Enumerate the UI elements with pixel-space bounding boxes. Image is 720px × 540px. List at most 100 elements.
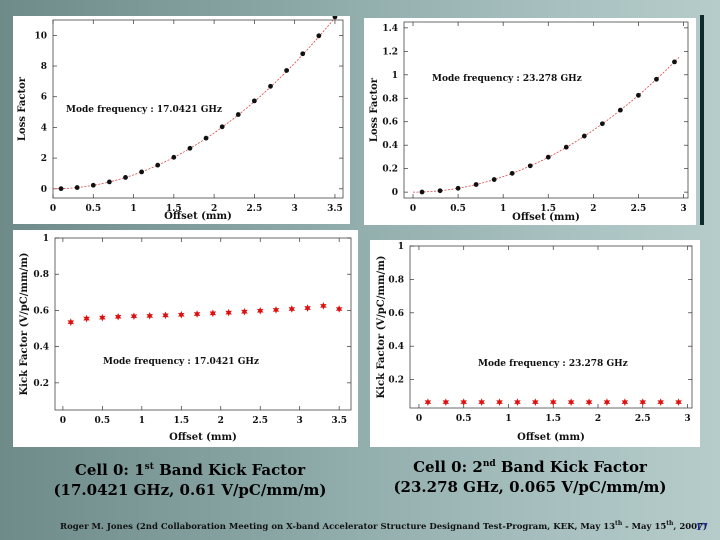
data-point — [209, 309, 217, 318]
data-point — [139, 169, 145, 175]
plot-frame — [54, 237, 352, 411]
caption-right-values: (23.278 GHz, 0.065 V/pC/mm/m) — [393, 478, 667, 496]
y-tick-label: 0.8 — [382, 94, 398, 104]
data-point — [332, 16, 338, 20]
data-point — [473, 182, 479, 187]
y-tick-label: 0.8 — [388, 275, 404, 285]
data-point — [99, 313, 106, 322]
x-tick-label: 3 — [684, 414, 690, 424]
data-point — [527, 163, 533, 169]
x-tick-label: 0 — [416, 414, 422, 424]
data-point — [171, 154, 177, 160]
kick-factor-plot-17ghz: 0 0.5 1 1.5 2 2.5 3 3.5 0.2 0.4 0.6 0.8 1 Offset (mm)… — [19, 234, 352, 443]
data-point — [90, 182, 96, 188]
y-tick-label: 0 — [392, 188, 398, 198]
data-point — [268, 83, 273, 89]
y-tick-label: 0.4 — [388, 342, 404, 352]
data-point — [114, 312, 122, 321]
x-axis-label: Offset (mm) — [517, 432, 585, 443]
caption-right: Cell 0: 2nd Band Kick Factor (23.278 GHz… — [380, 457, 680, 497]
caption-right-title-b: Band Kick Factor — [495, 458, 647, 476]
mode-frequency-annotation: Mode frequency : 23.278 GHz — [432, 74, 582, 84]
x-tick-label: 1 — [505, 414, 511, 424]
data-point — [106, 179, 112, 185]
x-tick-label: 1 — [130, 204, 136, 214]
y-tick-label: 0.2 — [33, 379, 49, 389]
y-axis-label: Loss Factor — [369, 77, 380, 142]
footer-text-a: Roger M. Jones (2nd Collaboration Meetin… — [60, 521, 616, 532]
caption-left-title-a: Cell 0: 1 — [74, 461, 145, 479]
data-point — [491, 177, 497, 182]
x-axis-label: Offset (mm) — [512, 212, 580, 223]
data-point — [284, 68, 290, 73]
caption-left: Cell 0: 1st Band Kick Factor (17.0421 GH… — [40, 460, 340, 500]
data-point — [496, 398, 503, 406]
y-tick-label: 0.4 — [33, 343, 49, 353]
y-tick-label: 1.2 — [382, 47, 398, 57]
data-point — [675, 398, 682, 406]
data-point — [442, 398, 450, 406]
y-tick-label: 0.6 — [33, 306, 49, 316]
data-point — [83, 314, 90, 323]
plot-frame — [52, 19, 344, 199]
data-point — [419, 189, 425, 195]
data-point — [567, 398, 575, 406]
y-axis-label: Loss Factor — [17, 76, 28, 141]
y-tick-label: 1 — [392, 71, 398, 81]
data-point — [225, 308, 232, 317]
data-point — [455, 185, 461, 191]
loss-factor-plot-23ghz: 0 0.5 1 1.5 2 2.5 3 0 0.2 0.4 0.6 0.8 1 1.2 1.4 Offset … — [369, 21, 689, 223]
caption-left-title-b: Band Kick Factor — [153, 461, 306, 479]
data-point — [617, 107, 623, 113]
data-point — [300, 51, 306, 57]
x-tick-label: 1.5 — [173, 416, 189, 426]
loss-factor-chart-17ghz: 0 0.5 1 1.5 2 2.5 3 3.5 0 2 4 6 8 10 Offset (mm) Loss F… — [13, 16, 350, 224]
x-axis-label: Offset (mm) — [164, 211, 232, 222]
x-tick-label: 2 — [211, 204, 217, 214]
plot-area: 0 0.5 1 1.5 2 2.5 3 3.5 0.2 0.4 0.6 0.8 1 Offset (mm)… — [19, 234, 352, 443]
y-tick-label: 8 — [41, 62, 47, 72]
mode-frequency-annotation: Mode frequency : 17.0421 GHz — [66, 105, 222, 115]
data-point — [272, 306, 280, 314]
y-tick-label: 0 — [41, 185, 47, 195]
data-point — [304, 304, 311, 312]
data-point — [256, 306, 264, 315]
plot-frame — [409, 245, 693, 409]
data-point — [74, 185, 80, 190]
plot-frame — [403, 21, 689, 199]
footer-text-b: - May 15 — [622, 521, 667, 532]
data-point — [320, 302, 327, 310]
data-point — [178, 310, 185, 319]
x-tick-label: 0.5 — [85, 204, 101, 214]
data-point — [58, 186, 64, 192]
data-point — [335, 305, 343, 313]
x-tick-label: 0.5 — [450, 204, 466, 214]
data-point — [603, 398, 611, 406]
data-point — [657, 398, 664, 406]
y-axis-label: Kick Factor (V/pC/mm/m) — [19, 252, 30, 395]
x-tick-label: 2.5 — [635, 414, 651, 424]
kick-factor-chart-23ghz: 0 0.5 1 1.5 2 2.5 3 0.2 0.4 0.6 0.8 1 Offset (mm) Kic… — [370, 240, 700, 447]
footer-text-c: , 2007) — [673, 521, 708, 532]
mode-frequency-annotation: Mode frequency : 23.278 GHz — [478, 359, 628, 369]
y-tick-label: 0.2 — [388, 376, 404, 386]
fit-curve — [52, 16, 337, 190]
data-point — [437, 188, 443, 194]
data-point — [563, 144, 569, 150]
data-point — [316, 33, 322, 39]
data-point — [585, 398, 593, 406]
data-point — [235, 112, 241, 117]
data-point — [636, 92, 641, 98]
y-tick-label: 0.2 — [382, 165, 398, 175]
footer-citation: Roger M. Jones (2nd Collaboration Meetin… — [60, 520, 707, 532]
data-point — [251, 98, 257, 104]
plot-area: 0 0.5 1 1.5 2 2.5 3 0.2 0.4 0.6 0.8 1 Offset (mm) Kic… — [376, 242, 693, 443]
footer-sup-2: th — [666, 520, 674, 527]
kick-factor-chart-17ghz: 0 0.5 1 1.5 2 2.5 3 3.5 0.2 0.4 0.6 0.8 1 Offset (mm)… — [13, 230, 358, 447]
slide-number: 17 — [695, 523, 708, 533]
data-point — [545, 154, 551, 160]
y-tick-label: 0.8 — [33, 270, 49, 280]
x-tick-label: 3 — [297, 416, 303, 426]
data-point — [288, 305, 296, 313]
caption-right-title-sup: nd — [482, 459, 496, 469]
